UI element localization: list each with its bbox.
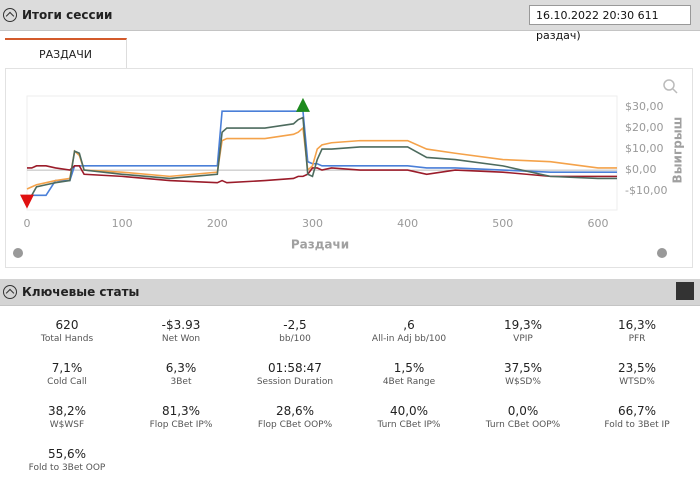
- stat-value: 1,5%: [393, 361, 425, 375]
- x-tick-label: 200: [207, 217, 228, 230]
- series-line: [26, 110, 617, 201]
- stat-value: 23,5%: [617, 361, 657, 375]
- session-header: Итоги сессии 16.10.2022 20:30 611 раздач…: [0, 0, 700, 42]
- zoom-icon[interactable]: [663, 79, 675, 91]
- stat-label: WTSD%: [619, 377, 655, 387]
- stat: 19,3% VPIP: [466, 318, 580, 361]
- stat-label: Flop CBet OOP%: [257, 420, 333, 430]
- stat-label: All-in Adj bb/100: [371, 334, 447, 344]
- stat: 66,7% Fold to 3Bet IP: [580, 404, 694, 447]
- stat-label: Total Hands: [40, 334, 94, 344]
- stat: 23,5% WTSD%: [580, 361, 694, 404]
- stat: 16,3% PFR: [580, 318, 694, 361]
- stat-label: Turn CBet OOP%: [485, 420, 561, 430]
- chart-panel: [5, 68, 693, 268]
- stat: 55,6% Fold to 3Bet OOP: [10, 447, 124, 490]
- stat: 81,3% Flop CBet IP%: [124, 404, 238, 447]
- stat-label: PFR: [628, 334, 646, 344]
- layout-button[interactable]: [676, 282, 694, 300]
- y-tick-label: $0,00: [625, 163, 657, 176]
- series-line: [26, 126, 617, 190]
- stat-value: -2,5: [283, 318, 307, 332]
- stat: 6,3% 3Bet: [124, 361, 238, 404]
- stat-value: 01:58:47: [268, 361, 322, 375]
- stat: 37,5% W$SD%: [466, 361, 580, 404]
- stat-value: 28,6%: [275, 404, 315, 418]
- stat-value: 16,3%: [617, 318, 657, 332]
- x-tick-label: 100: [112, 217, 133, 230]
- stat: 620 Total Hands: [10, 318, 124, 361]
- x-tick-label: 0: [24, 217, 31, 230]
- y-tick-label: $20,00: [625, 121, 664, 134]
- x-axis-label: Раздачи: [291, 238, 349, 252]
- stat-value: 66,7%: [617, 404, 657, 418]
- stat: 0,0% Turn CBet OOP%: [466, 404, 580, 447]
- stat: 7,1% Cold Call: [10, 361, 124, 404]
- stat: 1,5% 4Bet Range: [352, 361, 466, 404]
- x-tick-label: 600: [587, 217, 608, 230]
- stat: 01:58:47 Session Duration: [238, 361, 352, 404]
- stats-title: Ключевые статы: [22, 285, 140, 299]
- stat: 40,0% Turn CBet IP%: [352, 404, 466, 447]
- stat-label: Flop CBet IP%: [149, 420, 213, 430]
- stat-label: VPIP: [513, 334, 533, 344]
- stat: 38,2% W$WSF: [10, 404, 124, 447]
- y-tick-label: $10,00: [625, 142, 664, 155]
- stat-label: Session Duration: [256, 377, 334, 387]
- y-tick-label: $30,00: [625, 100, 664, 113]
- stat-label: Fold to 3Bet IP: [604, 420, 670, 430]
- stat-label: Turn CBet IP%: [377, 420, 441, 430]
- plot-area: [26, 95, 618, 211]
- stat-value: 6,3%: [165, 361, 197, 375]
- stat: ,6 All-in Adj bb/100: [352, 318, 466, 361]
- stat-value: 7,1%: [51, 361, 83, 375]
- collapse-icon[interactable]: [3, 285, 17, 299]
- stats-header: Ключевые статы: [0, 279, 700, 306]
- info-icon[interactable]: [657, 248, 667, 258]
- x-tick-label: 500: [492, 217, 513, 230]
- y-axis-label: Выигрыш: [671, 117, 685, 184]
- stat-value: 38,2%: [47, 404, 87, 418]
- stat-label: 4Bet Range: [382, 377, 436, 387]
- stat-label: Fold to 3Bet OOP: [28, 463, 106, 473]
- stat-value: 0,0%: [507, 404, 539, 418]
- stat-value: ,6: [403, 318, 415, 332]
- stat-value: 40,0%: [389, 404, 429, 418]
- stat-label: W$SD%: [505, 377, 541, 387]
- stat-value: 55,6%: [47, 447, 87, 461]
- stat-label: 3Bet: [170, 377, 192, 387]
- stat-label: Net Won: [161, 334, 201, 344]
- x-tick-label: 300: [302, 217, 323, 230]
- series-line: [27, 165, 617, 184]
- extreme-marker: [295, 97, 310, 112]
- y-tick-label: -$10,00: [625, 184, 667, 197]
- settings-icon[interactable]: [13, 248, 23, 258]
- stat: -2,5 bb/100: [238, 318, 352, 361]
- zoom-icon-handle: [672, 88, 678, 94]
- stat-value: -$3.93: [161, 318, 201, 332]
- series-line: [26, 116, 617, 203]
- stat: -$3.93 Net Won: [124, 318, 238, 361]
- x-tick-label: 400: [397, 217, 418, 230]
- collapse-icon[interactable]: [3, 8, 17, 22]
- header-title: Итоги сессии: [22, 8, 113, 22]
- stat-value: 81,3%: [161, 404, 201, 418]
- extreme-marker: [20, 194, 34, 209]
- stat-value: 620: [55, 318, 79, 332]
- stat-label: W$WSF: [49, 420, 85, 430]
- tab[interactable]: РАЗДАЧИ: [5, 38, 127, 68]
- stat-value: 19,3%: [503, 318, 543, 332]
- session-select[interactable]: 16.10.2022 20:30 611 раздач): [529, 5, 691, 42]
- stat: 28,6% Flop CBet OOP%: [238, 404, 352, 447]
- stat-value: 37,5%: [503, 361, 543, 375]
- stat-label: Cold Call: [47, 377, 87, 387]
- stats-grid: 620 Total Hands -$3.93 Net Won -2,5 bb/100 ,6 A…: [10, 318, 694, 490]
- stat-label: bb/100: [279, 334, 311, 344]
